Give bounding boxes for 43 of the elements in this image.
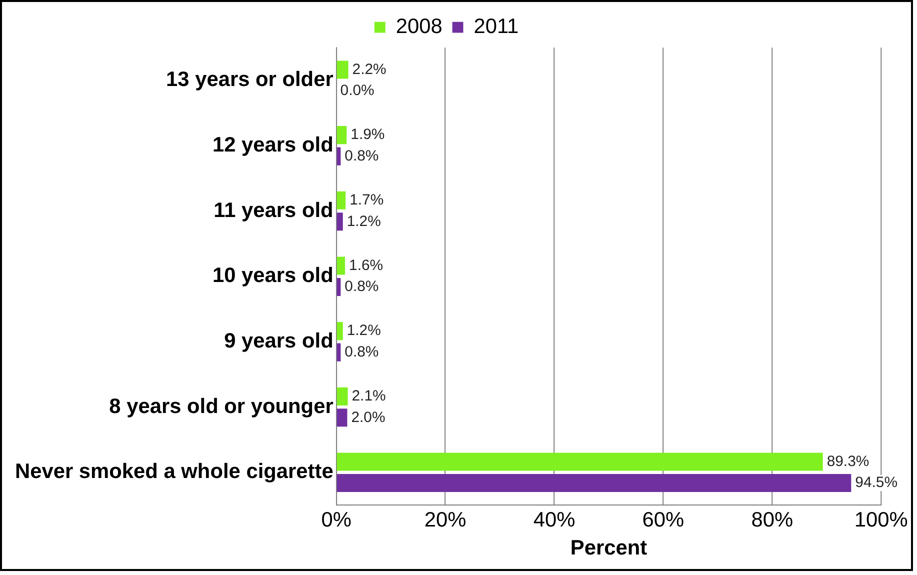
y-tick-label: 9 years old xyxy=(224,329,334,352)
bar xyxy=(336,343,341,362)
data-label: 2.1% xyxy=(352,388,386,405)
legend-label: 2008 xyxy=(396,15,442,38)
data-label: 89.3% xyxy=(826,454,870,470)
bar xyxy=(336,387,348,406)
x-tick-label: 40% xyxy=(533,508,576,532)
bar xyxy=(336,60,348,79)
bar xyxy=(336,278,341,296)
x-tick-label: 20% xyxy=(424,508,466,532)
y-tick-label: 12 years old xyxy=(212,133,334,156)
data-label: 1.2% xyxy=(346,323,381,340)
y-tick-label: 8 years old or younger xyxy=(109,394,334,418)
bar xyxy=(336,452,823,471)
x-axis-title: Percent xyxy=(570,536,648,560)
data-label: 94.5% xyxy=(855,475,898,492)
data-label: 0.0% xyxy=(340,83,374,100)
bar xyxy=(336,147,341,166)
y-tick-label: 13 years or older xyxy=(166,68,334,92)
y-tick-label: Never smoked a whole cigarette xyxy=(15,460,334,484)
data-label: 0.8% xyxy=(344,148,379,164)
data-label: 1.2% xyxy=(346,214,381,230)
data-label: 2.0% xyxy=(351,410,386,426)
y-tick-label: 11 years old xyxy=(214,198,334,222)
x-tick-label: 60% xyxy=(642,508,684,532)
bar xyxy=(336,256,346,275)
x-tick-label: 80% xyxy=(751,508,794,532)
x-tick-label: 100% xyxy=(854,508,908,532)
data-label: 0.8% xyxy=(344,279,379,296)
x-tick-label: 0% xyxy=(321,508,352,532)
data-label: 1.9% xyxy=(350,127,385,144)
bar xyxy=(336,212,343,231)
bar xyxy=(336,126,347,144)
legend-label: 2011 xyxy=(474,15,519,38)
data-label: 1.6% xyxy=(349,258,384,274)
bar xyxy=(336,474,852,492)
y-tick-label: 10 years old xyxy=(212,264,334,288)
data-label: 0.8% xyxy=(344,344,379,360)
bar xyxy=(336,408,348,427)
bar xyxy=(336,322,343,340)
data-label: 1.7% xyxy=(350,192,384,209)
bar xyxy=(336,191,346,210)
data-label: 2.2% xyxy=(352,62,386,78)
